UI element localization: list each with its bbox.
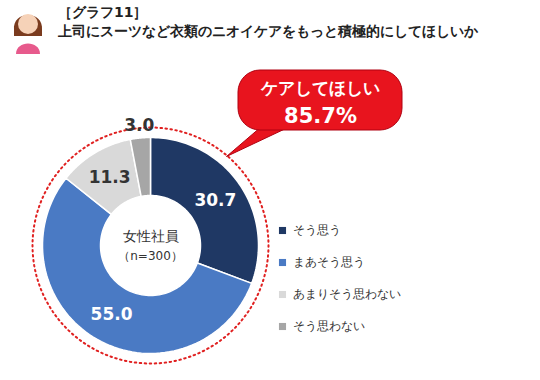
svg-text:女性社員: 女性社員 <box>123 228 179 244</box>
svg-text:あまりそう思わない: あまりそう思わない <box>293 287 401 301</box>
svg-text:そう思う: そう思う <box>293 223 341 237</box>
svg-text:3.0: 3.0 <box>124 115 154 135</box>
svg-text:55.0: 55.0 <box>91 304 133 324</box>
svg-text:（n=300）: （n=300） <box>118 249 183 263</box>
svg-text:85.7%: 85.7% <box>284 104 357 128</box>
html-text:上司にスーツなど衣類のニオイケアをもっと積極的にしてほしいか: 上司にスーツなど衣類のニオイケアをもっと積極的にしてほしいか <box>58 23 478 39</box>
svg-text:11.3: 11.3 <box>89 167 131 187</box>
html-text:［グラフ11］: ［グラフ11］ <box>58 4 148 20</box>
svg-text:まあそう思う: まあそう思う <box>293 255 365 269</box>
svg-text:30.7: 30.7 <box>194 190 236 210</box>
svg-text:ケアしてほしい: ケアしてほしい <box>260 78 380 98</box>
svg-text:そう思わない: そう思わない <box>293 319 365 333</box>
